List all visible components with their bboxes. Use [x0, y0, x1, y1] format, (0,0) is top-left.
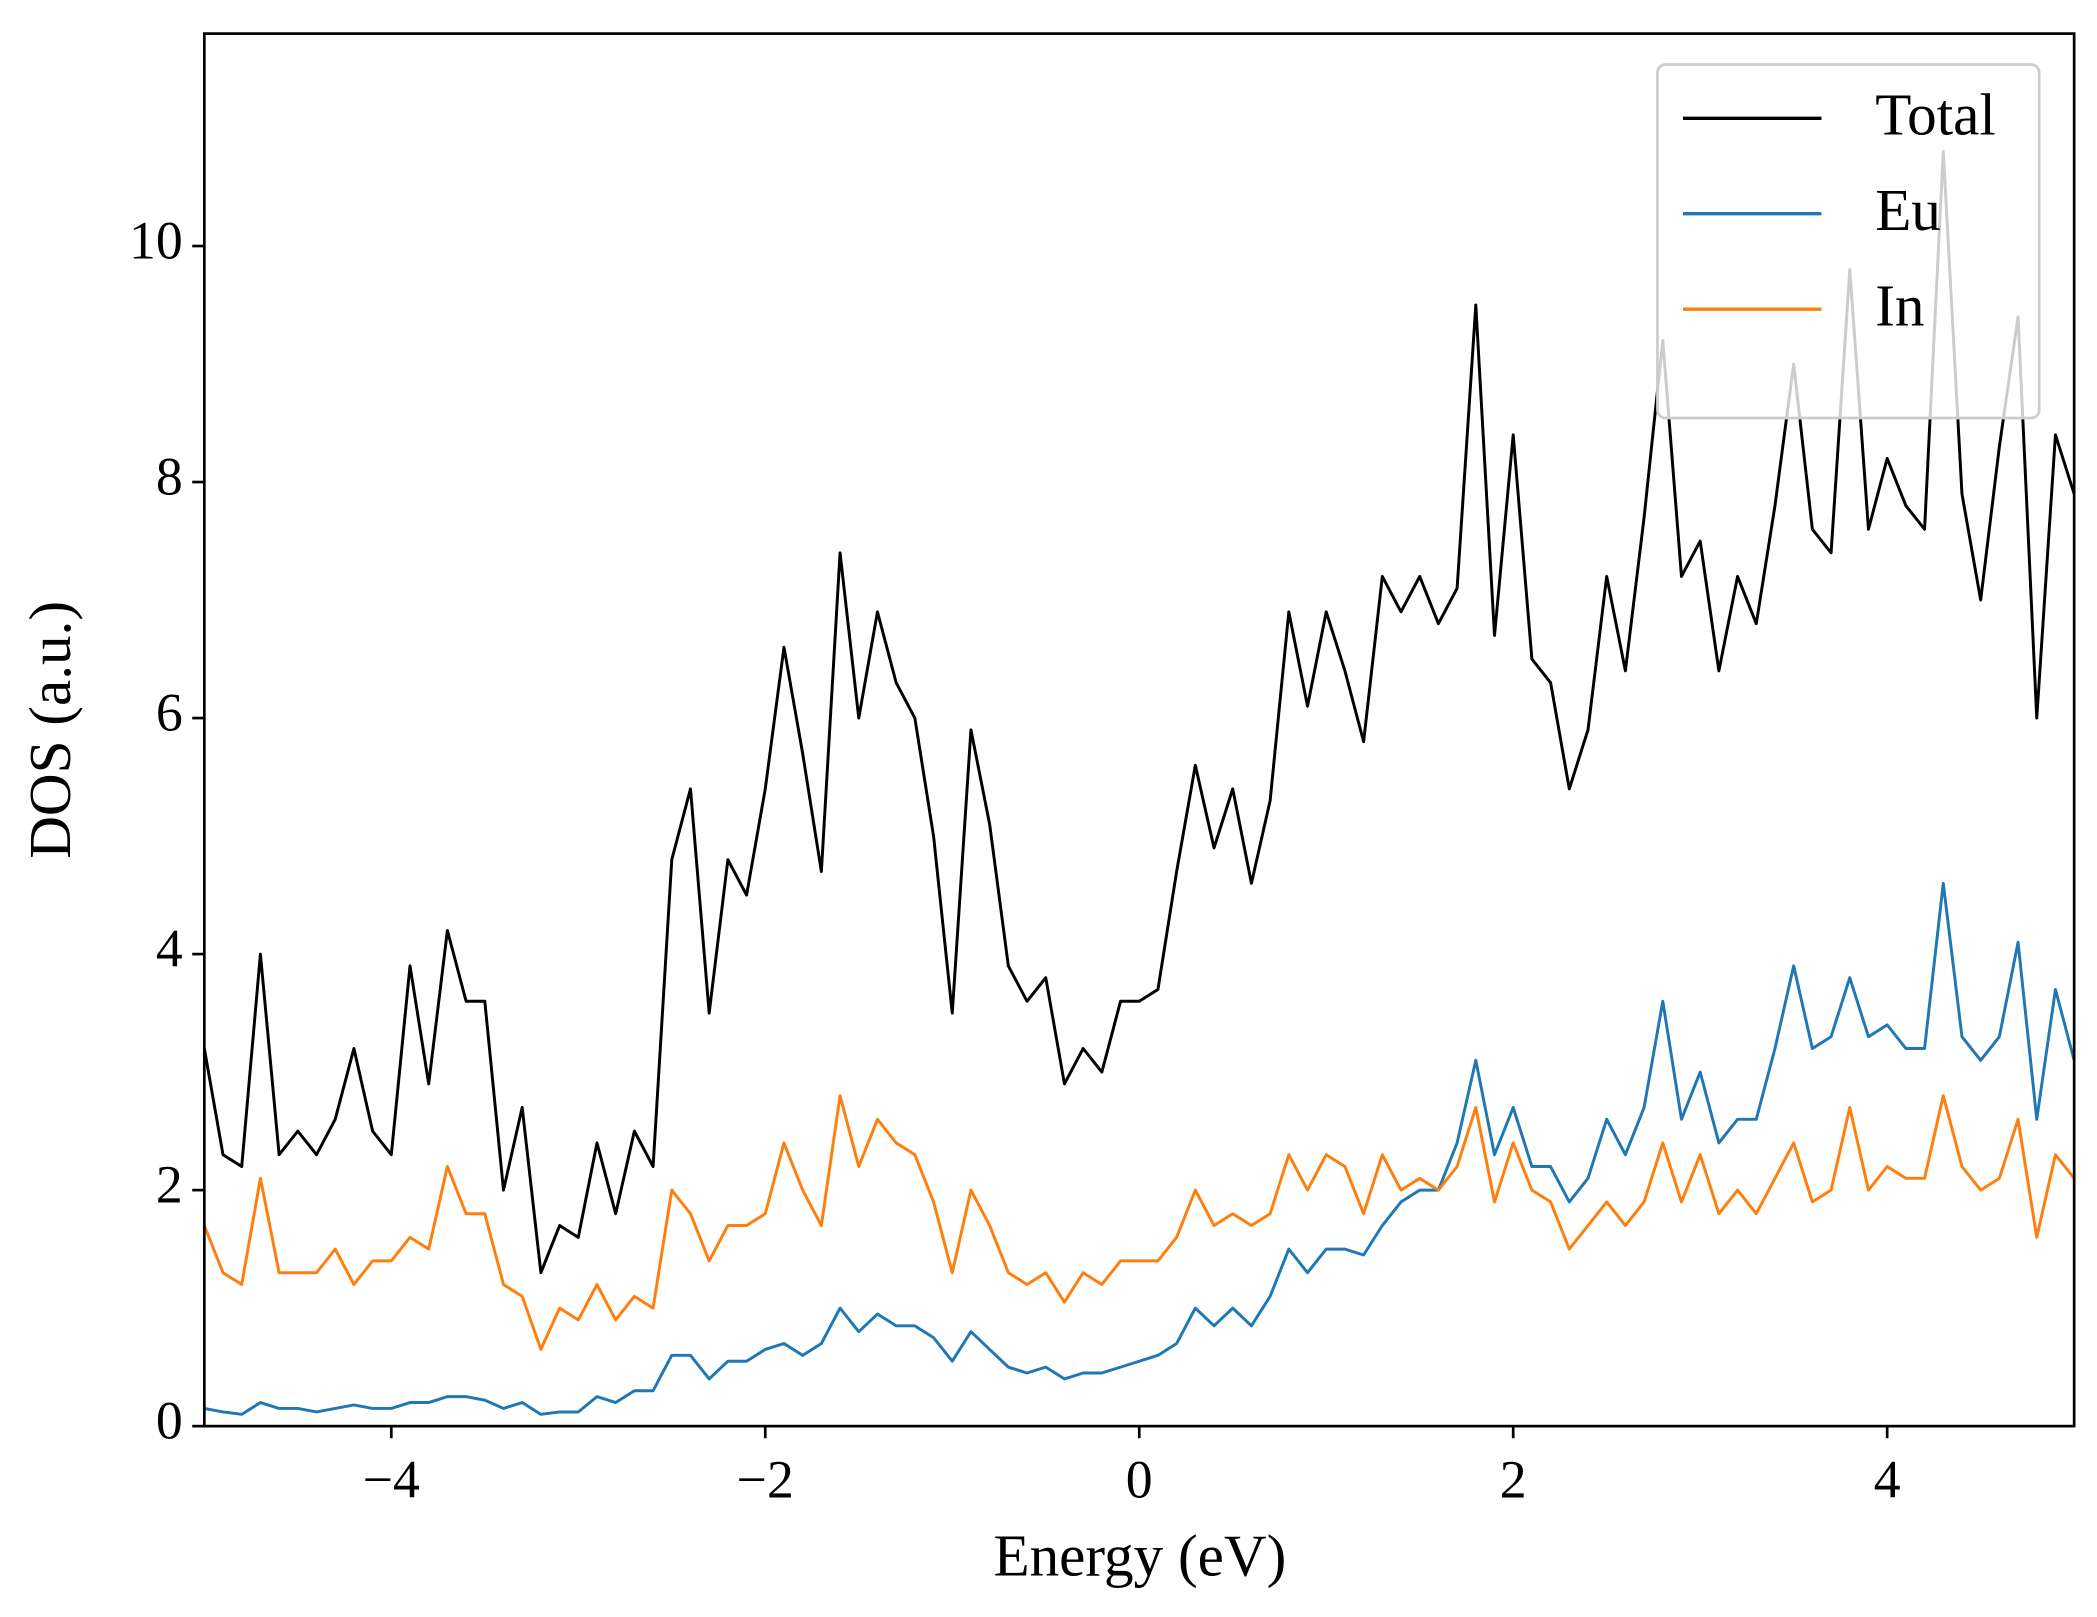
- y-tick-label: 0: [156, 1390, 183, 1450]
- series-line: [204, 881, 2075, 1416]
- legend-label: Total: [1875, 82, 1996, 148]
- x-axis-label: Energy (eV): [994, 1522, 1287, 1588]
- x-tick-label: 0: [1126, 1450, 1153, 1510]
- x-tick-label: −4: [363, 1450, 420, 1510]
- x-tick-label: 2: [1500, 1450, 1527, 1510]
- y-axis-label: DOS (a.u.): [17, 601, 83, 859]
- legend-box: [1656, 63, 2041, 420]
- y-tick-label: 6: [156, 682, 183, 742]
- series-line: [204, 150, 2075, 1275]
- series-line: [204, 1094, 2075, 1351]
- legend-label: Eu: [1875, 177, 1941, 243]
- y-tick-label: 2: [156, 1154, 183, 1214]
- y-tick-label: 4: [156, 918, 183, 978]
- y-tick-label: 10: [129, 210, 183, 270]
- x-tick-label: −2: [737, 1450, 794, 1510]
- y-tick-label: 8: [156, 446, 183, 506]
- legend-label: In: [1875, 272, 1924, 338]
- x-tick-label: 4: [1874, 1450, 1901, 1510]
